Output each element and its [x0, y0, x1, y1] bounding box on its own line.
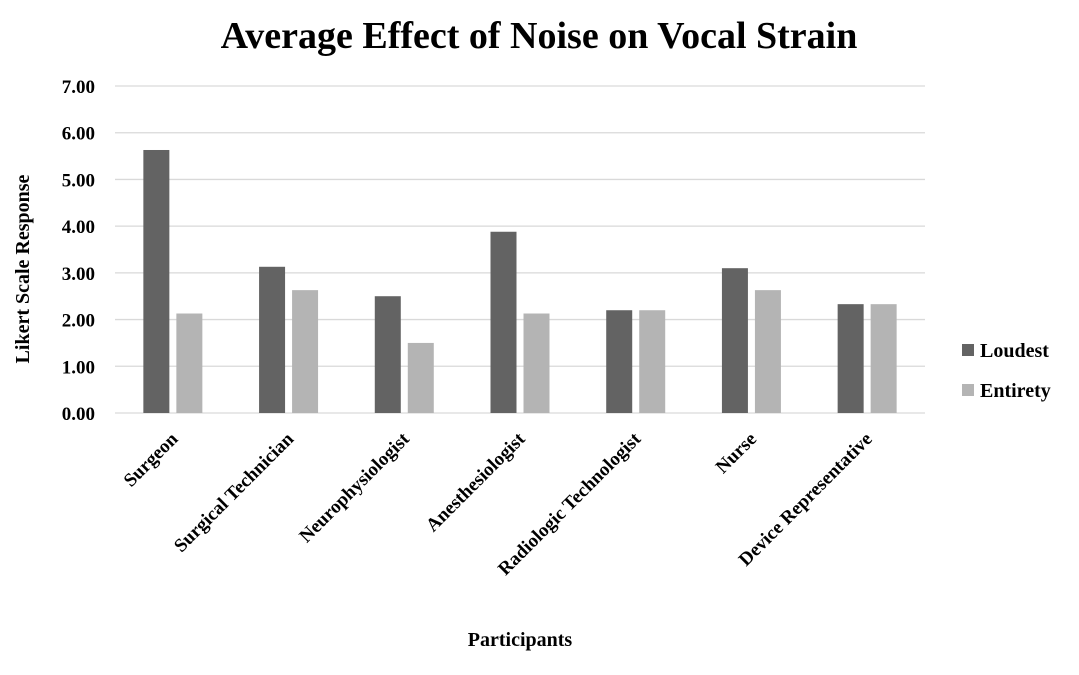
legend-swatch-entirety	[962, 384, 974, 396]
bar-loudest	[837, 304, 864, 413]
bar-entirety	[754, 290, 781, 413]
bar-loudest	[721, 268, 748, 413]
y-tick-label: 7.00	[62, 77, 95, 98]
bar-entirety	[176, 313, 203, 413]
y-axis-label: Likert Scale Response	[12, 174, 34, 363]
y-tick-label: 6.00	[62, 124, 95, 145]
x-tick-label: Anesthesiologist	[422, 428, 530, 536]
y-axis-ticks: 0.00 1.00 2.00 3.00 4.00 5.00 6.00 7.00	[62, 77, 95, 425]
bar-entirety	[292, 290, 319, 413]
legend: Loudest Entirety	[962, 340, 1051, 402]
bar-loudest	[374, 296, 401, 413]
bar-loudest	[143, 149, 170, 413]
y-tick-label: 3.00	[62, 264, 95, 285]
legend-label-entirety: Entirety	[980, 380, 1051, 402]
y-tick-label: 0.00	[62, 404, 95, 425]
bars	[143, 149, 897, 413]
bar-loudest	[259, 266, 286, 413]
y-tick-label: 4.00	[62, 217, 95, 238]
y-tick-label: 1.00	[62, 357, 95, 378]
x-tick-label: Device Representative	[735, 429, 877, 571]
x-tick-label: Surgeon	[120, 428, 183, 491]
legend-swatch-loudest	[962, 344, 974, 356]
bar-loudest	[606, 310, 633, 413]
bar-entirety	[639, 310, 666, 413]
x-axis-label: Participants	[468, 629, 573, 651]
y-tick-label: 5.00	[62, 170, 95, 191]
chart-title: Average Effect of Noise on Vocal Strain	[221, 15, 858, 57]
x-tick-label: Nurse	[712, 429, 761, 478]
x-tick-label: Surgical Technician	[170, 428, 298, 556]
bar-loudest	[490, 231, 517, 413]
bar-entirety	[407, 342, 434, 413]
y-tick-label: 2.00	[62, 311, 95, 332]
bar-entirety	[870, 304, 897, 413]
bar-entirety	[523, 313, 550, 413]
x-tick-label: Neurophysiologist	[295, 428, 414, 547]
legend-label-loudest: Loudest	[980, 340, 1049, 362]
gridlines	[115, 85, 925, 414]
